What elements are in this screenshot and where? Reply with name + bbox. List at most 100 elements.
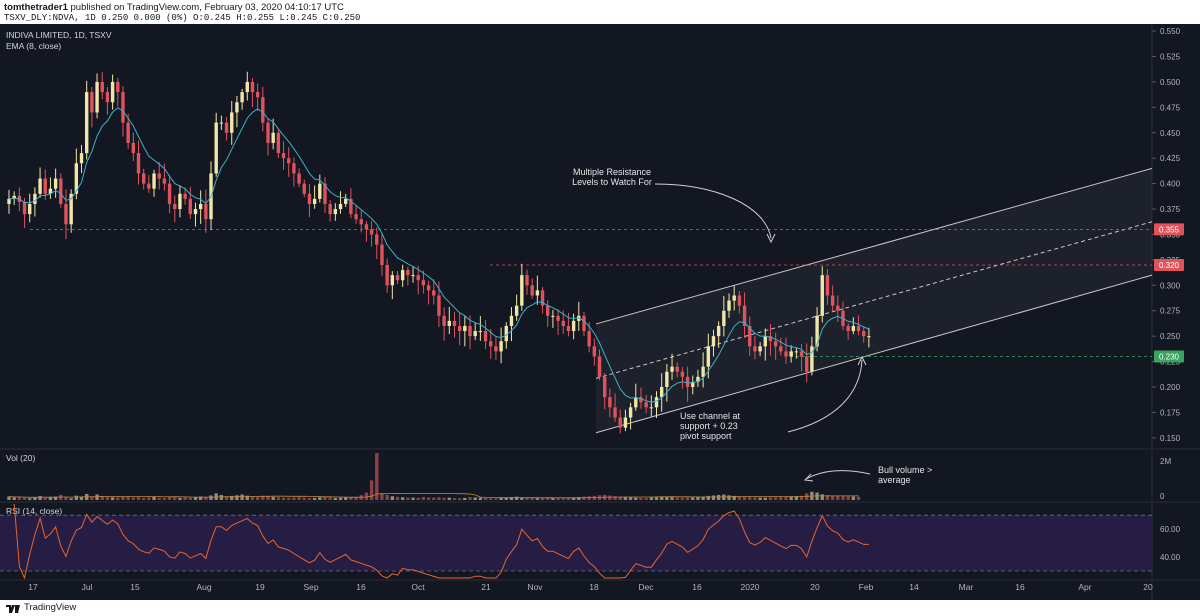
candle-body — [235, 102, 239, 113]
author-name[interactable]: tomthetrader1 — [4, 2, 68, 13]
volume-bar — [701, 496, 705, 500]
candle-body — [659, 386, 664, 398]
volume-bar — [561, 498, 565, 500]
volume-bar — [173, 497, 177, 500]
candle-body — [763, 336, 767, 347]
volume-bar — [680, 497, 685, 500]
candle-body — [779, 346, 783, 352]
volume-bar — [711, 495, 716, 500]
volume-arrow — [805, 470, 871, 480]
time-tick-label: Nov — [527, 582, 543, 592]
channel-upper-line — [595, 167, 1153, 325]
volume-bar — [825, 495, 830, 500]
volume-bar — [380, 493, 384, 500]
candle-body — [773, 341, 778, 347]
volume-bar — [566, 497, 571, 500]
volume-bar — [209, 495, 213, 500]
volume-bar — [131, 497, 136, 500]
candle-body — [28, 203, 32, 215]
candle-body — [69, 193, 73, 225]
candle-body — [582, 315, 586, 332]
candle-body — [178, 193, 182, 210]
candle-body — [805, 356, 809, 372]
candle-body — [810, 346, 814, 372]
tradingview-brand: TradingView — [24, 602, 77, 613]
volume-bar — [375, 452, 379, 500]
volume-bar — [349, 497, 353, 500]
volume-bar — [90, 496, 94, 500]
candle-body — [654, 397, 659, 408]
resistance-annotation: Multiple Resistance — [573, 167, 651, 177]
time-tick-label: 20 — [810, 582, 820, 592]
volume-bar — [732, 495, 736, 500]
volume-bar — [634, 497, 638, 500]
candle-body — [390, 275, 395, 286]
time-tick-label: 21 — [481, 582, 491, 592]
candle-body — [121, 92, 125, 123]
volume-bar — [292, 497, 296, 500]
volume-bar — [546, 497, 550, 500]
volume-bar — [302, 497, 306, 500]
price-tick-label: 0.200 — [1160, 383, 1181, 392]
candle-body — [856, 325, 861, 332]
candle-body — [597, 356, 602, 377]
candle-body — [618, 417, 622, 428]
time-tick-label: Dec — [638, 582, 654, 592]
price-tick-label: 0.525 — [1160, 53, 1181, 62]
volume-bar — [307, 498, 312, 500]
candle-body — [255, 92, 260, 98]
candle-body — [504, 325, 508, 342]
volume-bar — [520, 497, 524, 500]
candle-body — [437, 295, 441, 316]
volume-bar — [836, 495, 840, 500]
tradingview-logo[interactable]: TradingView — [6, 602, 76, 613]
candle-body — [846, 325, 850, 332]
channel-arrow — [787, 359, 863, 433]
volume-bar — [328, 497, 332, 500]
volume-bar — [188, 497, 192, 500]
candle-body — [468, 325, 472, 337]
volume-bar — [659, 496, 664, 500]
volume-bar — [742, 496, 747, 500]
volume-bar — [38, 496, 42, 500]
volume-bar — [406, 497, 410, 500]
candle-body — [722, 310, 726, 326]
candle-body — [400, 270, 405, 281]
candle-body — [706, 346, 710, 367]
chart-canvas[interactable]: 0.550 0.525 0.500 0.475 0.450 0.425 0.400 0.375… — [0, 24, 1200, 600]
volume-bar — [116, 497, 120, 500]
candle-body — [204, 203, 208, 220]
candle-body — [675, 366, 679, 372]
volume-bar — [250, 496, 255, 500]
volume-bar — [748, 497, 752, 500]
time-tick-label: 15 — [130, 582, 140, 592]
candle-body — [794, 351, 799, 353]
volume-bar — [779, 497, 783, 500]
candle-body — [59, 178, 63, 204]
candle-body — [152, 173, 156, 189]
volume-bar — [654, 497, 659, 500]
volume-bar — [846, 496, 850, 500]
candle-body — [110, 81, 115, 103]
candle-body — [136, 153, 141, 174]
volume-bar — [727, 495, 731, 500]
candle-body — [483, 331, 488, 342]
volume-bar — [613, 496, 617, 500]
candle-body — [74, 163, 79, 194]
candle-body — [328, 203, 332, 215]
volume-bar — [33, 497, 37, 500]
candle-body — [250, 81, 255, 93]
volume-bar — [105, 496, 110, 500]
candle-body — [230, 112, 234, 133]
ohlc-readout: TSXV_DLY:NDVA, 1D 0.250 0.000 (0%) O:0.2… — [4, 13, 361, 23]
volume-ma-line — [8, 493, 859, 499]
volume-bar — [504, 497, 508, 500]
candle-body — [649, 407, 654, 409]
candle-body — [478, 331, 483, 333]
volume-bar — [48, 497, 53, 500]
volume-bar — [587, 496, 591, 500]
candle-body — [375, 234, 379, 245]
candle-body — [411, 275, 415, 277]
candle-body — [561, 320, 565, 326]
